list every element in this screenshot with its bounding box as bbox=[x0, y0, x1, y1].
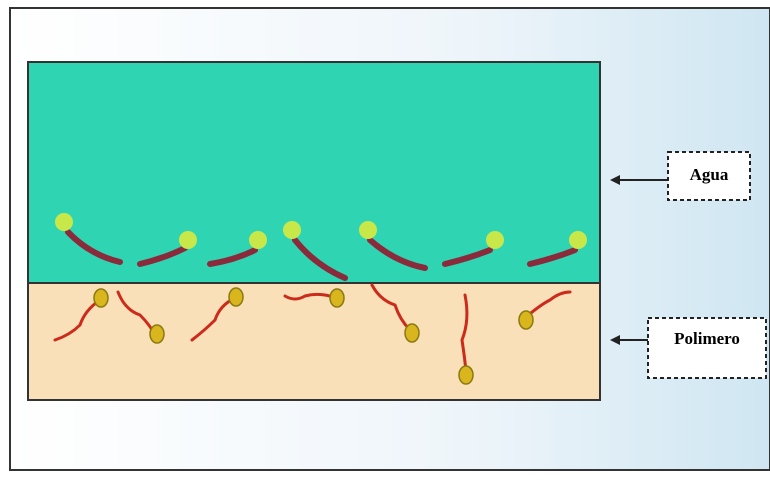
water-label: Agua bbox=[690, 165, 729, 184]
water-callout: Agua bbox=[610, 151, 751, 201]
polymer-label: Polimero bbox=[674, 329, 740, 348]
polymer-callout: Polimero bbox=[610, 317, 767, 379]
surface-molecules bbox=[53, 213, 587, 385]
water-region bbox=[27, 61, 601, 284]
polymer-region bbox=[27, 282, 601, 401]
